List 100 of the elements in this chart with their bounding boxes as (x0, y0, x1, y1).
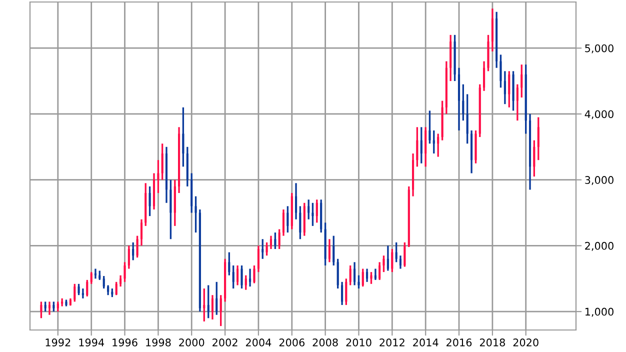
candlestick (286, 205, 289, 234)
candlestick (203, 288, 206, 322)
candlestick (170, 178, 172, 240)
candlestick (516, 83, 518, 122)
candlestick (504, 70, 506, 105)
candlestick (454, 34, 456, 82)
x-tick-label: 2018 (480, 338, 505, 346)
candlestick (161, 142, 164, 181)
y-tick-label: 2,000 (585, 242, 614, 251)
candlestick (266, 242, 268, 256)
candlestick (262, 238, 264, 260)
candlestick (332, 234, 335, 266)
candlestick (128, 244, 130, 270)
candlestick (61, 298, 64, 308)
x-tick-label: 2020 (513, 338, 538, 346)
x-tick-label: 2010 (346, 338, 372, 346)
candlestick (466, 93, 468, 144)
candlestick (533, 139, 536, 178)
candlestick (395, 242, 398, 263)
candlestick (249, 268, 252, 288)
candlestick (312, 202, 314, 227)
candlestick (362, 268, 364, 288)
candlestick (370, 271, 372, 285)
candlestick (253, 264, 256, 284)
candlestick (487, 34, 490, 72)
x-tick-label: 2004 (246, 338, 272, 346)
candlestick (207, 284, 210, 319)
candlestick (424, 126, 427, 168)
x-tick-label: 2012 (380, 338, 404, 346)
candlestick (537, 116, 540, 161)
candlestick (483, 60, 486, 92)
candlestick (491, 8, 494, 52)
candlestick (216, 281, 218, 316)
x-tick-label: 2000 (179, 338, 204, 346)
candlestick (420, 126, 422, 164)
candlestick (462, 83, 464, 122)
candlestick (102, 275, 105, 290)
candlestick (437, 132, 440, 158)
candlestick (299, 205, 302, 240)
candlestick (428, 110, 431, 144)
candlestick (378, 261, 381, 281)
candlestick (228, 251, 230, 276)
candlestick (382, 254, 385, 273)
candlestick (148, 186, 151, 217)
candlestick (115, 281, 118, 296)
y-tick-label: 5,000 (585, 44, 614, 54)
candlestick (308, 198, 310, 220)
candlestick (132, 242, 134, 262)
candlestick (508, 70, 510, 108)
candlestick (336, 258, 339, 290)
x-tick-label: 2006 (279, 338, 305, 346)
candlestick (257, 244, 260, 273)
candlestick (211, 294, 214, 320)
candlestick (512, 70, 514, 112)
x-tick-label: 2016 (446, 338, 472, 346)
candlestick (520, 64, 523, 98)
candlestick (316, 198, 318, 224)
candlestick (366, 268, 368, 283)
candlestick (328, 238, 330, 263)
candlestick (232, 264, 234, 290)
x-tick-label: 1996 (112, 338, 138, 346)
candlestick (240, 264, 243, 290)
y-tick-label: 3,000 (585, 176, 614, 185)
candlestick (416, 126, 418, 168)
candlestick (244, 274, 247, 291)
candlestick (349, 264, 352, 286)
y-tick-label: 4,000 (584, 110, 614, 120)
x-tick-label: 1992 (46, 338, 70, 346)
candlestick (474, 130, 477, 164)
candlestick (236, 264, 239, 286)
candlestick (107, 284, 110, 296)
candlestick (90, 271, 92, 285)
candlestick (44, 300, 46, 312)
candlestick (40, 300, 42, 319)
candlestick (86, 279, 88, 298)
candlestick (194, 195, 197, 234)
x-tick-label: 1994 (79, 338, 104, 346)
x-tick-label: 2014 (413, 338, 438, 346)
candlestick (74, 283, 76, 303)
candlestick (140, 218, 143, 247)
candlestick (345, 278, 348, 306)
candlestick (270, 234, 272, 250)
candlestick (354, 261, 356, 286)
candlestick (82, 288, 84, 300)
candlestick (500, 54, 502, 88)
x-tick-label: 1998 (146, 338, 171, 346)
candlestick (136, 234, 138, 258)
candlestick (324, 222, 326, 266)
x-tick-label: 2008 (312, 338, 338, 346)
candlestick (124, 261, 126, 283)
candlestick (341, 281, 344, 306)
candlestick (65, 298, 68, 308)
candlestick (399, 254, 402, 270)
candlestick (404, 242, 406, 268)
candlestick (441, 100, 444, 142)
candlestick (220, 294, 222, 327)
candlestick (278, 228, 280, 250)
candlestick (274, 232, 276, 250)
candlestick (391, 248, 394, 273)
candlestick (358, 274, 360, 290)
